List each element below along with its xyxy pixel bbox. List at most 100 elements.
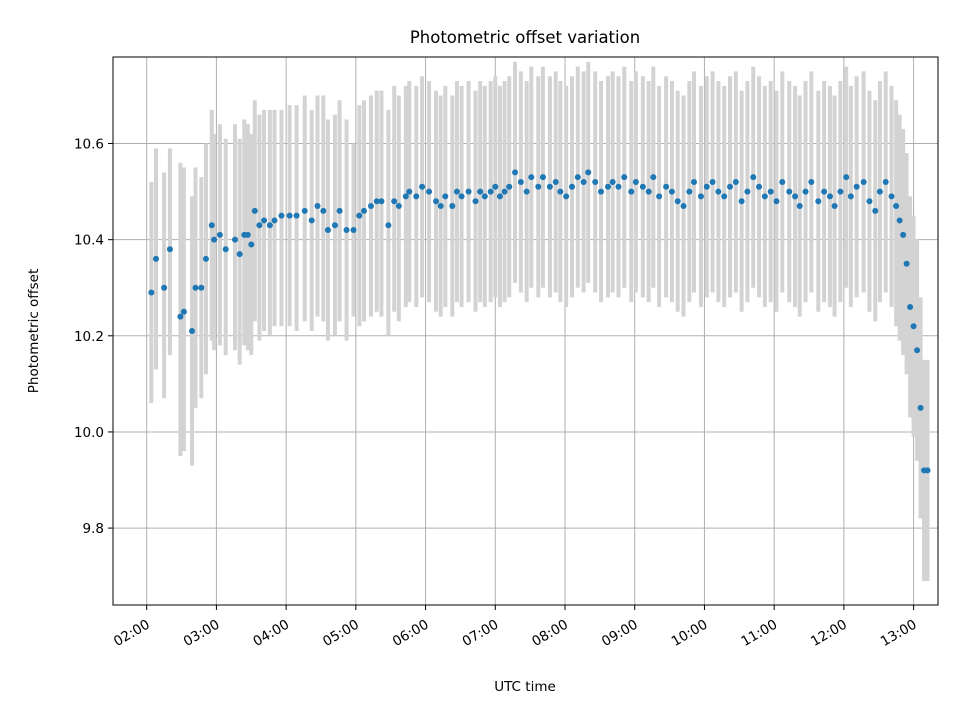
- data-point: [786, 188, 793, 195]
- data-point: [773, 198, 780, 205]
- data-point: [308, 217, 315, 224]
- plot-frame: [112, 56, 939, 606]
- data-point: [152, 255, 159, 262]
- data-point: [487, 188, 494, 195]
- data-point: [492, 183, 499, 190]
- data-point: [166, 246, 173, 253]
- data-point: [843, 174, 850, 181]
- data-point: [222, 246, 229, 253]
- data-point: [251, 207, 258, 214]
- data-point: [236, 251, 243, 258]
- data-point: [501, 188, 508, 195]
- data-point: [378, 198, 385, 205]
- data-point: [744, 188, 751, 195]
- data-point: [336, 207, 343, 214]
- data-point: [615, 183, 622, 190]
- data-point: [767, 188, 774, 195]
- data-point: [517, 178, 524, 185]
- data-point: [442, 193, 449, 200]
- data-point: [563, 193, 570, 200]
- y-tick-label: 10.6: [74, 137, 104, 153]
- data-point: [656, 193, 663, 200]
- data-point: [419, 183, 426, 190]
- data-point: [756, 183, 763, 190]
- data-point: [523, 188, 530, 195]
- data-point: [343, 227, 350, 234]
- data-point: [808, 178, 815, 185]
- data-point: [779, 178, 786, 185]
- data-point: [697, 193, 704, 200]
- data-point: [350, 227, 357, 234]
- data-point: [896, 217, 903, 224]
- data-point: [847, 193, 854, 200]
- data-point: [373, 198, 380, 205]
- data-point: [910, 323, 917, 330]
- data-point: [367, 203, 374, 210]
- data-point: [256, 222, 263, 229]
- data-point: [472, 198, 479, 205]
- data-point: [796, 203, 803, 210]
- data-point: [831, 203, 838, 210]
- data-point: [481, 193, 488, 200]
- data-point: [406, 188, 413, 195]
- data-point: [882, 178, 889, 185]
- chart-title: Photometric offset variation: [410, 28, 640, 47]
- data-point: [585, 169, 592, 176]
- data-point: [244, 231, 251, 238]
- data-point: [853, 183, 860, 190]
- data-point: [208, 222, 215, 229]
- data-point: [690, 178, 697, 185]
- data-point: [437, 203, 444, 210]
- data-point: [496, 193, 503, 200]
- y-axis-label: Photometric offset: [26, 269, 42, 393]
- data-point: [278, 212, 285, 219]
- data-point: [914, 347, 921, 354]
- data-point: [189, 328, 196, 334]
- data-point: [192, 284, 199, 291]
- data-point: [866, 198, 873, 205]
- data-point: [727, 183, 734, 190]
- data-point: [248, 241, 255, 248]
- data-point: [903, 260, 910, 267]
- data-point: [557, 188, 564, 195]
- data-point: [458, 193, 465, 200]
- data-point: [907, 303, 914, 310]
- data-point: [650, 174, 657, 181]
- data-point: [609, 178, 616, 185]
- data-point: [900, 231, 907, 238]
- data-point: [574, 174, 581, 181]
- data-point: [180, 308, 187, 315]
- data-point: [477, 188, 484, 195]
- data-point: [668, 188, 675, 195]
- data-point: [917, 404, 924, 411]
- data-point: [216, 231, 223, 238]
- data-point: [395, 203, 402, 210]
- y-axis-ticks: 9.8 10.0 10.2 10.4 10.6: [74, 137, 113, 537]
- data-point: [663, 183, 670, 190]
- data-point: [506, 183, 513, 190]
- x-axis-label: UTC time: [494, 679, 556, 695]
- data-point: [402, 193, 409, 200]
- data-point: [385, 222, 392, 229]
- data-point: [211, 236, 218, 243]
- data-point: [580, 178, 587, 185]
- data-point: [360, 207, 367, 214]
- data-point: [356, 212, 363, 219]
- data-point: [568, 183, 575, 190]
- data-point: [639, 183, 646, 190]
- data-point: [703, 183, 710, 190]
- data-point: [893, 203, 900, 210]
- data-point: [598, 188, 605, 195]
- data-point: [872, 207, 879, 214]
- data-point: [821, 188, 828, 195]
- data-point: [628, 188, 635, 195]
- data-point: [837, 188, 844, 195]
- data-point: [286, 212, 293, 219]
- data-point: [465, 188, 472, 195]
- data-point: [674, 198, 681, 205]
- data-point: [261, 217, 268, 224]
- data-point: [331, 222, 338, 229]
- data-point: [802, 188, 809, 195]
- data-point: [792, 193, 799, 200]
